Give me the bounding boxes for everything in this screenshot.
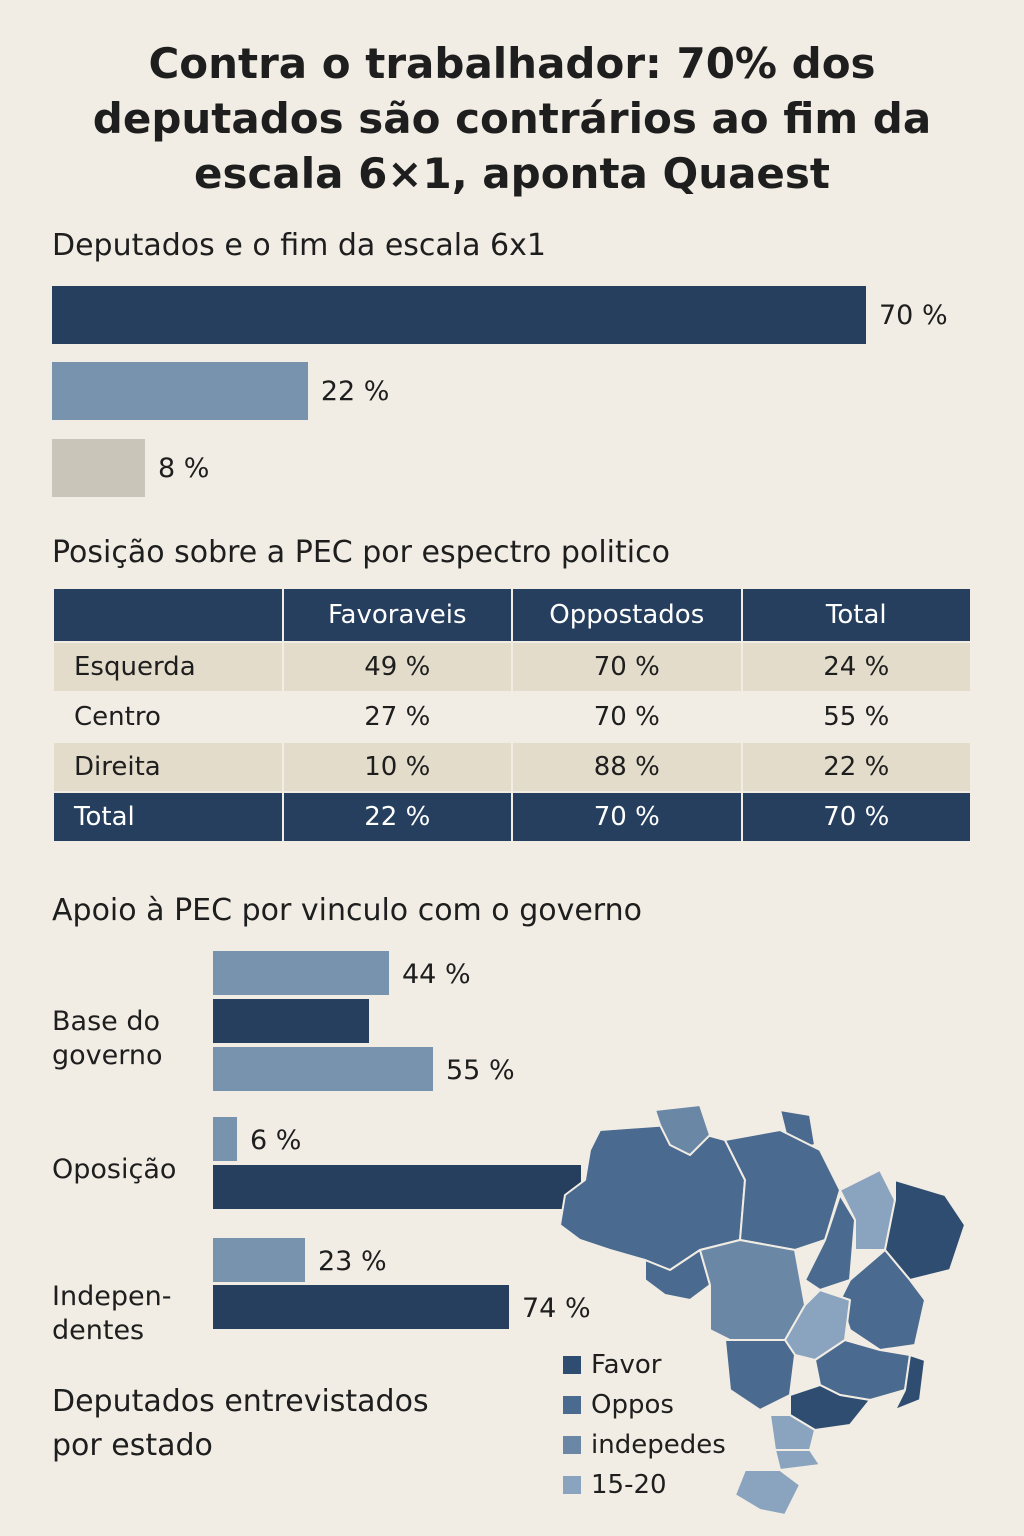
- overall-bar-value: 8 %: [158, 453, 210, 484]
- legend-label: 15-20: [591, 1470, 667, 1500]
- state-shape: [894, 1354, 926, 1411]
- page-title: Contra o trabalhador: 70% dos deputados …: [92, 39, 932, 198]
- table-cell: 55 %: [740, 691, 972, 743]
- map-title: Deputados entrevistados por estado: [52, 1384, 429, 1463]
- government-bar: [213, 1285, 509, 1329]
- government-bar: [213, 1238, 305, 1282]
- table-cell: 22 %: [281, 791, 513, 843]
- table-cell: 49 %: [281, 641, 513, 693]
- table-cell: 70 %: [511, 691, 743, 743]
- spectrum-table: Favoraveis Oppostados Total Esquerda 49 …: [52, 587, 972, 843]
- spectrum-table-title: Posição sobre a PEC por espectro politic…: [52, 535, 670, 570]
- overall-bar: [52, 286, 866, 344]
- government-bar-value: 6 %: [250, 1125, 302, 1156]
- map-legend: Favor Oppos indepedes 15-20: [563, 1345, 726, 1505]
- brazil-map: [550, 1100, 980, 1520]
- table-header-row: Favoraveis Oppostados Total: [52, 587, 972, 643]
- group-label-oposicao: Oposição: [52, 1154, 177, 1185]
- table-cell: 24 %: [740, 641, 972, 693]
- legend-swatch: [563, 1396, 581, 1414]
- row-label: Total: [52, 791, 284, 843]
- government-bar: [213, 999, 369, 1043]
- overall-bar: [52, 439, 146, 497]
- table-cell: 10 %: [281, 741, 513, 793]
- group-label-base: Base do governo: [52, 1006, 163, 1071]
- legend-item: Oppos: [563, 1385, 726, 1425]
- state-shape: [724, 1339, 796, 1411]
- table-row: Esquerda 49 % 70 % 24 %: [52, 641, 972, 693]
- government-bar: [213, 1165, 581, 1209]
- legend-item: Favor: [563, 1345, 726, 1385]
- overall-bar: [52, 362, 308, 420]
- row-label: Centro: [52, 691, 284, 743]
- legend-swatch: [563, 1356, 581, 1374]
- header-cell: Favoraveis: [281, 587, 513, 643]
- header-cell: Total: [740, 587, 972, 643]
- header-cell: [52, 587, 284, 643]
- legend-label: indepedes: [591, 1430, 726, 1460]
- state-shape: [784, 1289, 851, 1361]
- government-bar: [213, 1047, 433, 1091]
- table-cell: 70 %: [740, 791, 972, 843]
- row-label: Esquerda: [52, 641, 284, 693]
- legend-item: 15-20: [563, 1465, 726, 1505]
- government-chart-title: Apoio à PEC por vinculo com o governo: [52, 893, 642, 928]
- state-shape: [734, 1469, 801, 1516]
- row-label: Direita: [52, 741, 284, 793]
- government-bar-value: 55 %: [446, 1055, 515, 1086]
- overall-bar-value: 70 %: [879, 300, 948, 331]
- table-cell: 88 %: [511, 741, 743, 793]
- header-cell: Oppostados: [511, 587, 743, 643]
- legend-swatch: [563, 1436, 581, 1454]
- legend-label: Oppos: [591, 1390, 674, 1420]
- overall-bar-value: 22 %: [320, 376, 390, 407]
- state-shape: [699, 1239, 806, 1346]
- state-shape: [644, 1249, 711, 1301]
- state-shape: [654, 1104, 711, 1156]
- table-cell: 22 %: [740, 741, 972, 793]
- overall-chart-title: Deputados e o fim da escala 6x1: [52, 228, 546, 263]
- table-cell: 70 %: [511, 791, 743, 843]
- legend-item: indepedes: [563, 1425, 726, 1465]
- state-shape: [769, 1414, 816, 1451]
- state-shape: [774, 1449, 821, 1471]
- table-row: Centro 27 % 70 % 55 %: [52, 691, 972, 743]
- government-bar-value: 23 %: [318, 1246, 387, 1277]
- legend-swatch: [563, 1476, 581, 1494]
- group-label-independentes: Indepen-dentes: [52, 1281, 172, 1346]
- government-bar: [213, 1117, 237, 1161]
- government-bar: [213, 951, 389, 995]
- state-shape: [884, 1179, 966, 1281]
- legend-label: Favor: [591, 1350, 662, 1380]
- table-cell: 27 %: [281, 691, 513, 743]
- table-row: Direita 10 % 88 % 22 %: [52, 741, 972, 793]
- government-bar-value: 74 %: [522, 1293, 591, 1324]
- table-total-row: Total 22 % 70 % 70 %: [52, 791, 972, 843]
- government-bar-value: 44 %: [402, 959, 471, 990]
- table-cell: 70 %: [511, 641, 743, 693]
